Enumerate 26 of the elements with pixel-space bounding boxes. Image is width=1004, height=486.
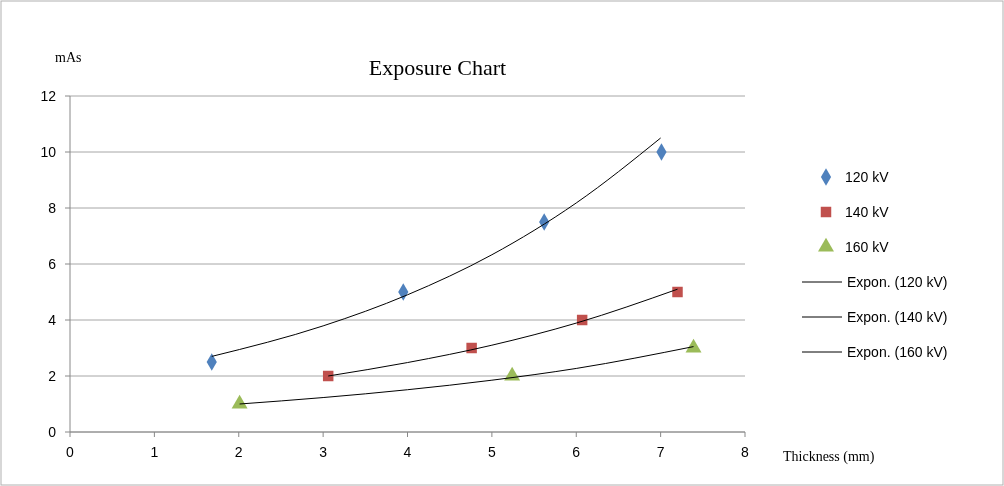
x-tick-label: 4 [403,444,412,460]
legend-label: 120 kV [845,169,890,185]
point [672,286,683,298]
x-tick-label: 5 [487,444,496,460]
x-tick-label: 8 [741,444,750,460]
x-tick-label: 6 [572,444,581,460]
y-tick-label: 6 [48,256,57,272]
y-axis-title: mAs [55,50,82,65]
x-tick-label: 0 [66,444,75,460]
legend-label: Expon. (140 kV) [847,309,948,325]
legend-label: Expon. (120 kV) [847,274,948,290]
y-tick-label: 4 [48,312,57,328]
y-tick-label: 2 [48,368,57,384]
x-axis-title: Thickness (mm) [783,449,875,465]
legend-label: 140 kV [845,204,890,220]
y-tick-label: 0 [48,424,57,440]
x-tick-label: 3 [319,444,328,460]
y-tick-label: 8 [48,200,57,216]
legend-label: 160 kV [845,239,890,255]
chart-title: Exposure Chart [368,55,507,80]
legend-label: Expon. (160 kV) [847,344,948,360]
x-tick-label: 2 [234,444,243,460]
y-tick-label: 12 [40,88,57,104]
x-tick-label: 1 [150,444,159,460]
y-tick-label: 10 [40,144,57,160]
x-tick-label: 7 [656,444,665,460]
